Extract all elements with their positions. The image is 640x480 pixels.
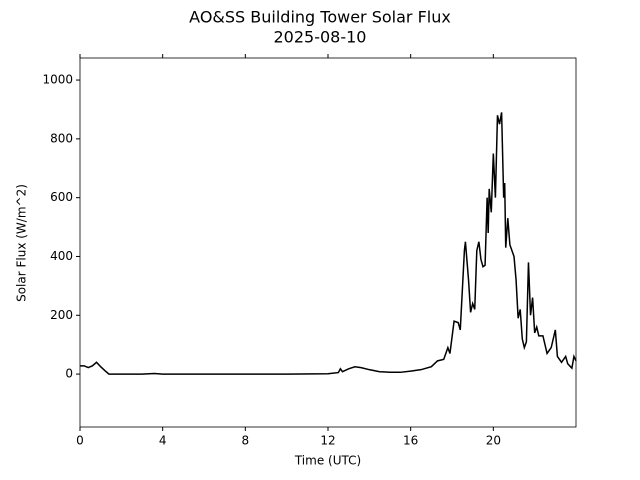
chart-title: AO&SS Building Tower Solar Flux xyxy=(189,8,451,27)
y-tick-label: 800 xyxy=(50,131,73,145)
y-tick-label: 600 xyxy=(50,190,73,204)
y-tick-label: 0 xyxy=(65,367,73,381)
x-tick-label: 16 xyxy=(403,434,418,448)
x-tick-label: 20 xyxy=(486,434,501,448)
x-tick-label: 4 xyxy=(159,434,167,448)
line xyxy=(80,112,577,375)
plot-frame xyxy=(79,57,577,428)
x-tick-label: 0 xyxy=(76,434,84,448)
y-tick-label: 400 xyxy=(50,249,73,263)
y-tick-label: 1000 xyxy=(42,73,73,87)
x-tick-label: 12 xyxy=(320,434,335,448)
y-axis-label: Solar Flux (W/m^2) xyxy=(15,184,29,302)
y-tick-label: 200 xyxy=(50,308,73,322)
x-axis-label: Time (UTC) xyxy=(294,454,361,468)
chart-subtitle: 2025-08-10 xyxy=(274,28,367,47)
x-tick-label: 8 xyxy=(242,434,250,448)
